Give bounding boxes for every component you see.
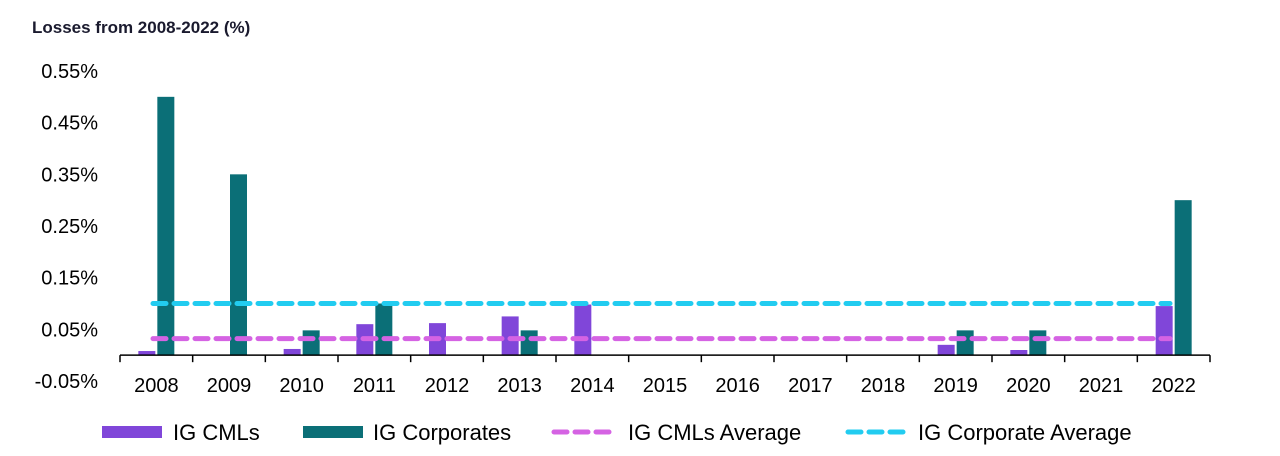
bar-ig-corporates-2013	[520, 330, 538, 356]
legend-swatch-ig-corporates	[303, 426, 363, 438]
bar-ig-cmls-2014	[574, 304, 592, 356]
x-tick-label: 2012	[425, 375, 470, 397]
y-tick-label: 0.25%	[41, 216, 98, 238]
y-tick-label: 0.35%	[41, 164, 98, 186]
bar-ig-cmls-2022	[1155, 306, 1173, 356]
x-axis: 2008 2009 2010 2011 2012 2013 2014 2015 2016 2017…	[119, 354, 1211, 397]
y-axis: -0.05% 0.05% 0.15% 0.25% 0.35% 0.45% 0.55%	[35, 61, 99, 393]
legend-label-ig-cmls-average: IG CMLs Average	[628, 420, 801, 445]
x-tick-label: 2016	[715, 375, 760, 397]
x-tick-label: 2008	[134, 375, 179, 397]
bar-ig-corporates-2010	[302, 330, 320, 356]
x-tick-label: 2013	[497, 375, 542, 397]
y-tick-label: -0.05%	[35, 371, 99, 393]
legend: IG CMLs IG Corporates IG CMLs Average IG Co…	[102, 420, 1132, 445]
legend-swatch-ig-cmls	[102, 426, 162, 438]
bar-ig-cmls-2010	[283, 348, 301, 356]
y-tick-label: 0.55%	[41, 61, 98, 83]
bar-ig-cmls-2019	[937, 344, 955, 356]
legend-label-ig-cmls: IG CMLs	[173, 420, 260, 445]
y-tick-label: 0.45%	[41, 113, 98, 135]
x-tick-label: 2010	[279, 375, 324, 397]
x-tick-label: 2009	[207, 375, 252, 397]
x-tick-label: 2014	[570, 375, 615, 397]
x-tick-label: 2011	[353, 375, 396, 397]
bars	[138, 96, 1192, 356]
bar-ig-cmls-2008	[138, 351, 156, 356]
bar-ig-corporates-2019	[956, 330, 974, 356]
x-tick-label: 2015	[643, 375, 688, 397]
bar-ig-corporates-2008	[157, 96, 175, 356]
bar-ig-corporates-2009	[230, 174, 247, 356]
x-tick-label: 2020	[1006, 375, 1051, 397]
legend-label-ig-corporates: IG Corporates	[373, 420, 511, 445]
x-tick-label: 2021	[1079, 375, 1124, 397]
x-tick-label: 2017	[788, 375, 833, 397]
average-lines	[150, 301, 1173, 342]
chart-title: Losses from 2008-2022 (%)	[32, 18, 250, 37]
x-tick-label: 2018	[861, 375, 906, 397]
bar-ig-corporates-2011	[375, 303, 393, 356]
bar-ig-corporates-2020	[1029, 330, 1047, 356]
bar-ig-cmls-2013	[501, 316, 519, 356]
x-tick-label: 2019	[933, 375, 978, 397]
bar-ig-cmls-2020	[1010, 350, 1028, 356]
y-tick-label: 0.05%	[41, 319, 98, 341]
y-tick-label: 0.15%	[41, 268, 98, 290]
x-tick-label: 2022	[1151, 375, 1196, 397]
legend-label-ig-corporate-average: IG Corporate Average	[918, 420, 1132, 445]
bar-ig-corporates-2022	[1174, 200, 1192, 356]
